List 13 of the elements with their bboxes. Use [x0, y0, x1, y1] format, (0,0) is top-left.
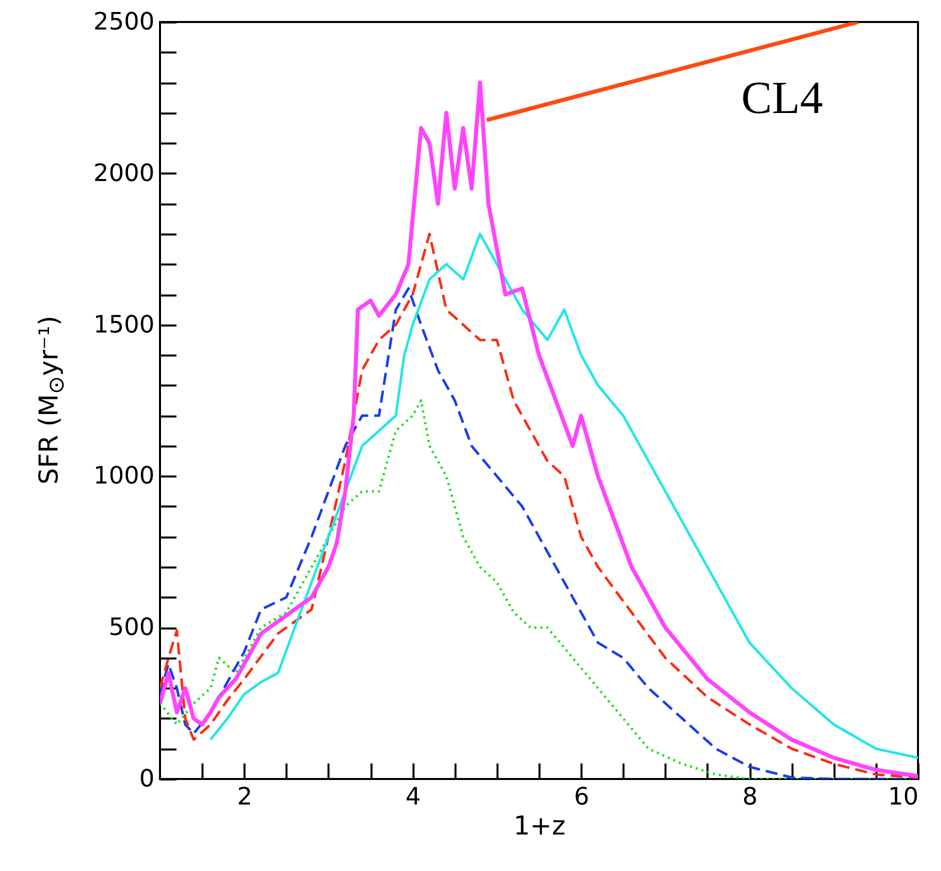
y-tick-label: 500: [108, 613, 154, 642]
y-tick-label: 2000: [93, 158, 154, 187]
x-axis-title: 1+z: [514, 812, 566, 842]
x-tick-label: 10: [888, 782, 918, 810]
y-tick-label: 2500: [93, 8, 154, 36]
y-tick-label: 1500: [93, 310, 154, 338]
x-tick-label: 6: [574, 782, 590, 810]
x-tick-label: 2: [237, 782, 252, 810]
x-tick-label: 4: [406, 782, 421, 810]
x-tick-label: 8: [742, 782, 758, 810]
annotation: CL4: [741, 72, 823, 123]
y-tick-label: 1000: [93, 462, 154, 490]
y-tick-label: 0: [139, 764, 154, 792]
